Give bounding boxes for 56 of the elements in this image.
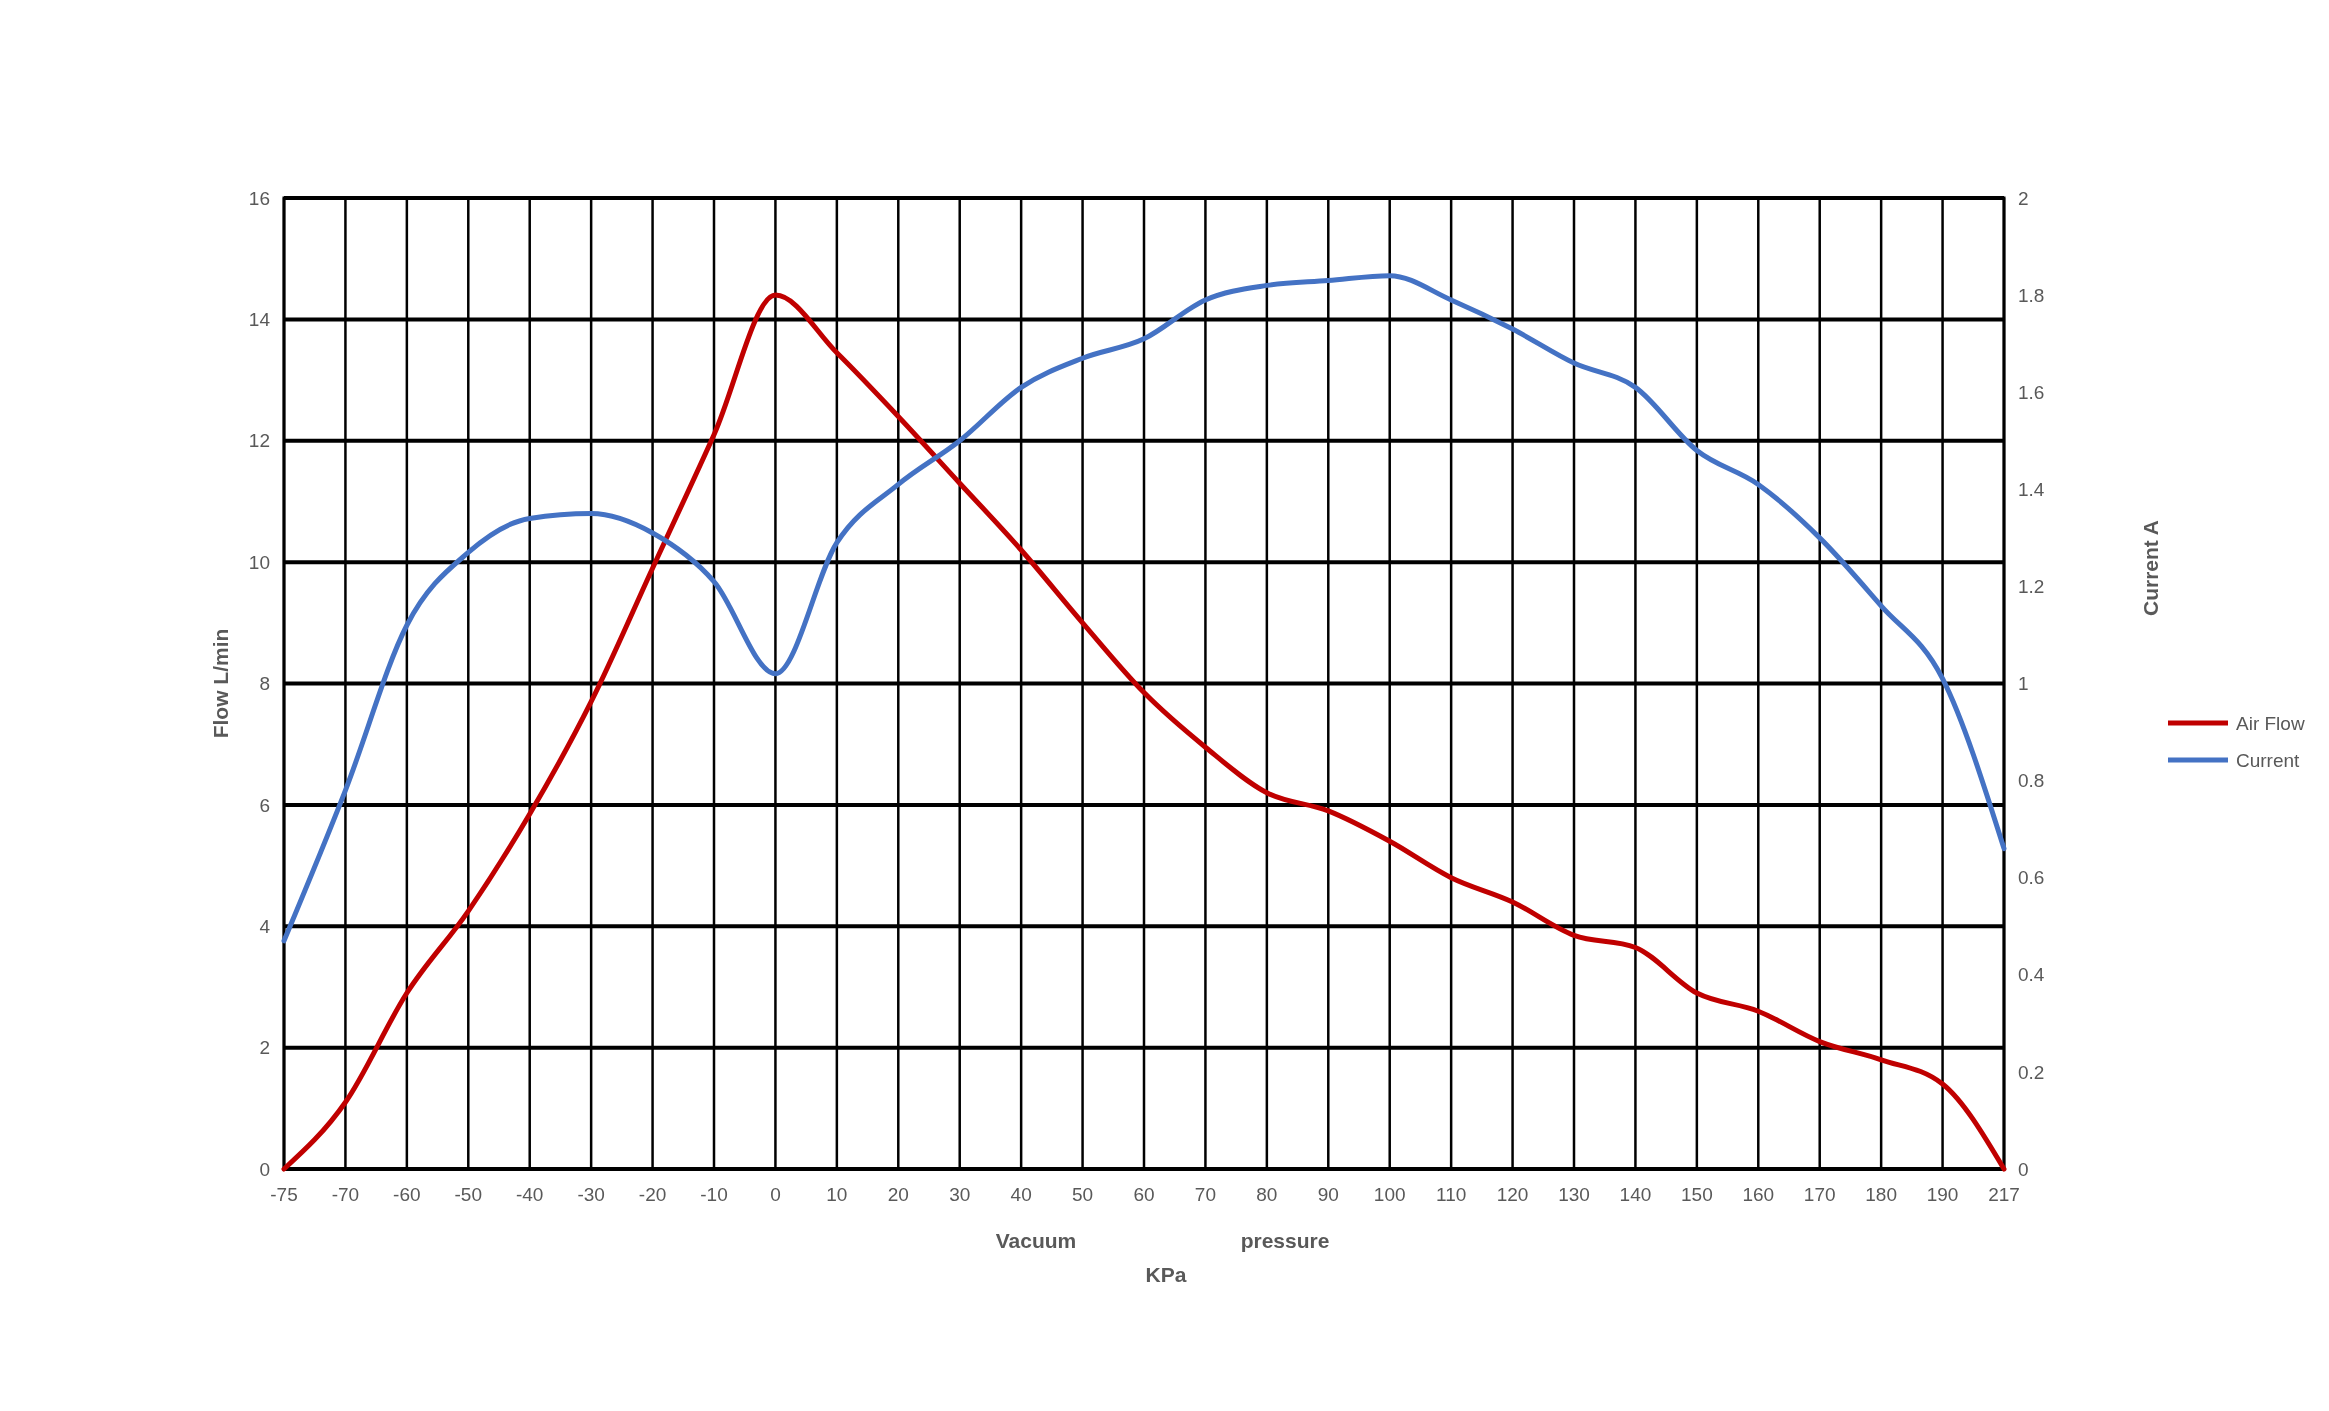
x-tick-label: 130 [1558, 1184, 1590, 1205]
x-axis-title: KPa [1145, 1263, 1187, 1286]
y2-tick-label: 0.6 [2018, 867, 2045, 889]
y2-tick-label: 1.2 [2018, 576, 2045, 598]
x-tick-label: 190 [1926, 1184, 1959, 1205]
x-tick-label: 0 [770, 1184, 781, 1205]
x-tick-label: 90 [1317, 1184, 1339, 1205]
y-axis-title: Flow L/min [209, 628, 232, 739]
x-tick-label: -70 [331, 1184, 360, 1205]
x-tick-label: 100 [1373, 1184, 1406, 1205]
y2-tick-label: 1.6 [2018, 381, 2045, 403]
y-tick-label: 6 [259, 794, 270, 816]
x-tick-label: 110 [1435, 1184, 1467, 1205]
y2-tick-label: 0 [2018, 1158, 2029, 1180]
y2-axis-title: Current A [2139, 519, 2162, 617]
x-tick-label: -60 [393, 1184, 421, 1205]
x-tick-label: 20 [887, 1184, 909, 1205]
y-tick-label: 16 [248, 187, 270, 209]
x-tick-label: -10 [700, 1184, 728, 1205]
x-tick-label: -50 [454, 1184, 483, 1205]
x-tick-label: 160 [1742, 1184, 1775, 1205]
y2-tick-label: 1 [2018, 673, 2029, 695]
x-tick-label: -30 [577, 1184, 605, 1205]
x-tick-label: 10 [826, 1184, 848, 1205]
y2-tick-label: 0.4 [2018, 964, 2045, 986]
y-tick-label: 8 [259, 673, 270, 695]
x-tick-label: -40 [515, 1184, 544, 1205]
y2-tick-label: 1.4 [2018, 478, 2045, 500]
y2-tick-label: 0.2 [2018, 1061, 2045, 1083]
y-tick-label: 12 [248, 430, 270, 452]
x-tick-label: 60 [1133, 1184, 1155, 1205]
x-tick-label: -20 [638, 1184, 667, 1205]
text: pressure [1240, 1229, 1330, 1252]
x-tick-label: 80 [1256, 1184, 1278, 1205]
y2-tick-label: 1.8 [2018, 284, 2045, 306]
y-tick-label: 2 [259, 1037, 270, 1059]
x-tick-label: 140 [1619, 1184, 1652, 1205]
y-tick-label: 10 [248, 551, 270, 573]
x-tick-label: 30 [949, 1184, 971, 1205]
x-tick-label: 170 [1803, 1184, 1836, 1205]
x-tick-label: 120 [1496, 1184, 1529, 1205]
x-tick-label: -75 [270, 1184, 298, 1205]
x-tick-label: 217 [1988, 1184, 2020, 1205]
y-tick-label: 0 [259, 1158, 270, 1180]
y-tick-label: 4 [259, 915, 271, 937]
text: Vacuum [995, 1229, 1077, 1252]
x-tick-label: 50 [1072, 1184, 1094, 1205]
legend-label: Current [2236, 749, 2301, 771]
y-tick-label: 14 [248, 309, 271, 331]
legend-label: Air Flow [2236, 712, 2305, 734]
x-tick-label: 40 [1010, 1184, 1032, 1205]
x-tick-label: 150 [1681, 1184, 1713, 1205]
x-tick-label: 70 [1194, 1184, 1216, 1205]
y2-tick-label: 2 [2018, 187, 2029, 209]
y2-tick-label: 0.8 [2018, 770, 2045, 792]
x-tick-label: 180 [1865, 1184, 1897, 1205]
